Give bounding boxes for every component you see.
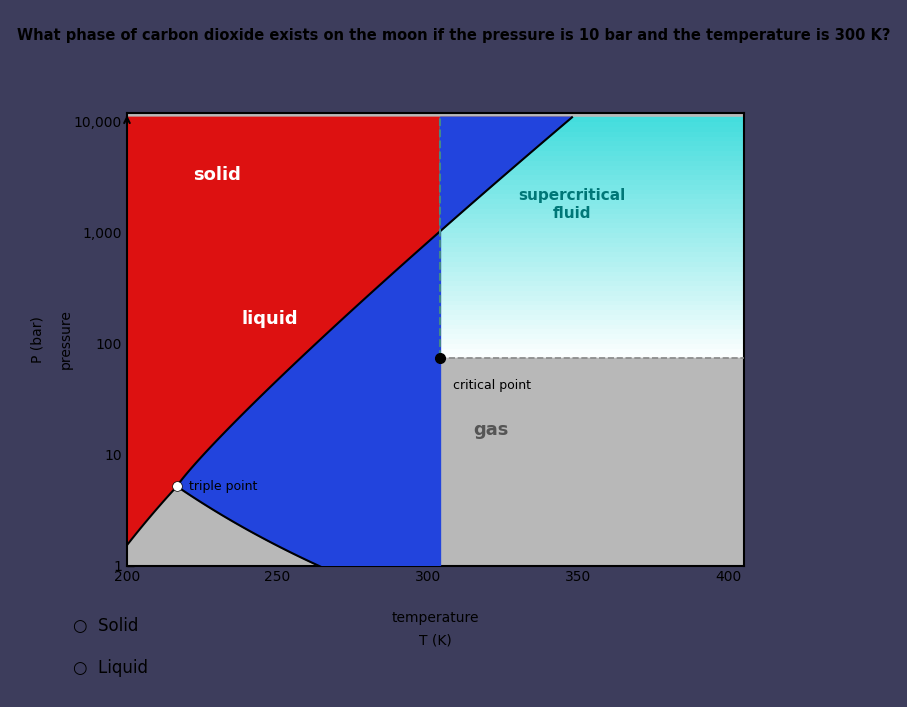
Text: liquid: liquid (241, 310, 297, 328)
Text: pressure: pressure (58, 310, 73, 369)
Text: What phase of carbon dioxide exists on the moon if the pressure is 10 bar and th: What phase of carbon dioxide exists on t… (16, 28, 891, 43)
Text: critical point: critical point (453, 379, 531, 392)
Text: triple point: triple point (189, 480, 258, 493)
Text: ○  Solid: ○ Solid (73, 617, 138, 635)
Text: temperature: temperature (392, 611, 479, 625)
Text: ○  Liquid: ○ Liquid (73, 659, 148, 677)
Text: gas: gas (473, 421, 508, 439)
Polygon shape (127, 117, 572, 545)
Polygon shape (127, 358, 744, 614)
Text: T (K): T (K) (419, 633, 452, 648)
Text: solid: solid (193, 166, 241, 184)
Text: supercritical
fluid: supercritical fluid (519, 188, 626, 221)
Text: P (bar): P (bar) (31, 316, 44, 363)
Polygon shape (177, 117, 572, 614)
